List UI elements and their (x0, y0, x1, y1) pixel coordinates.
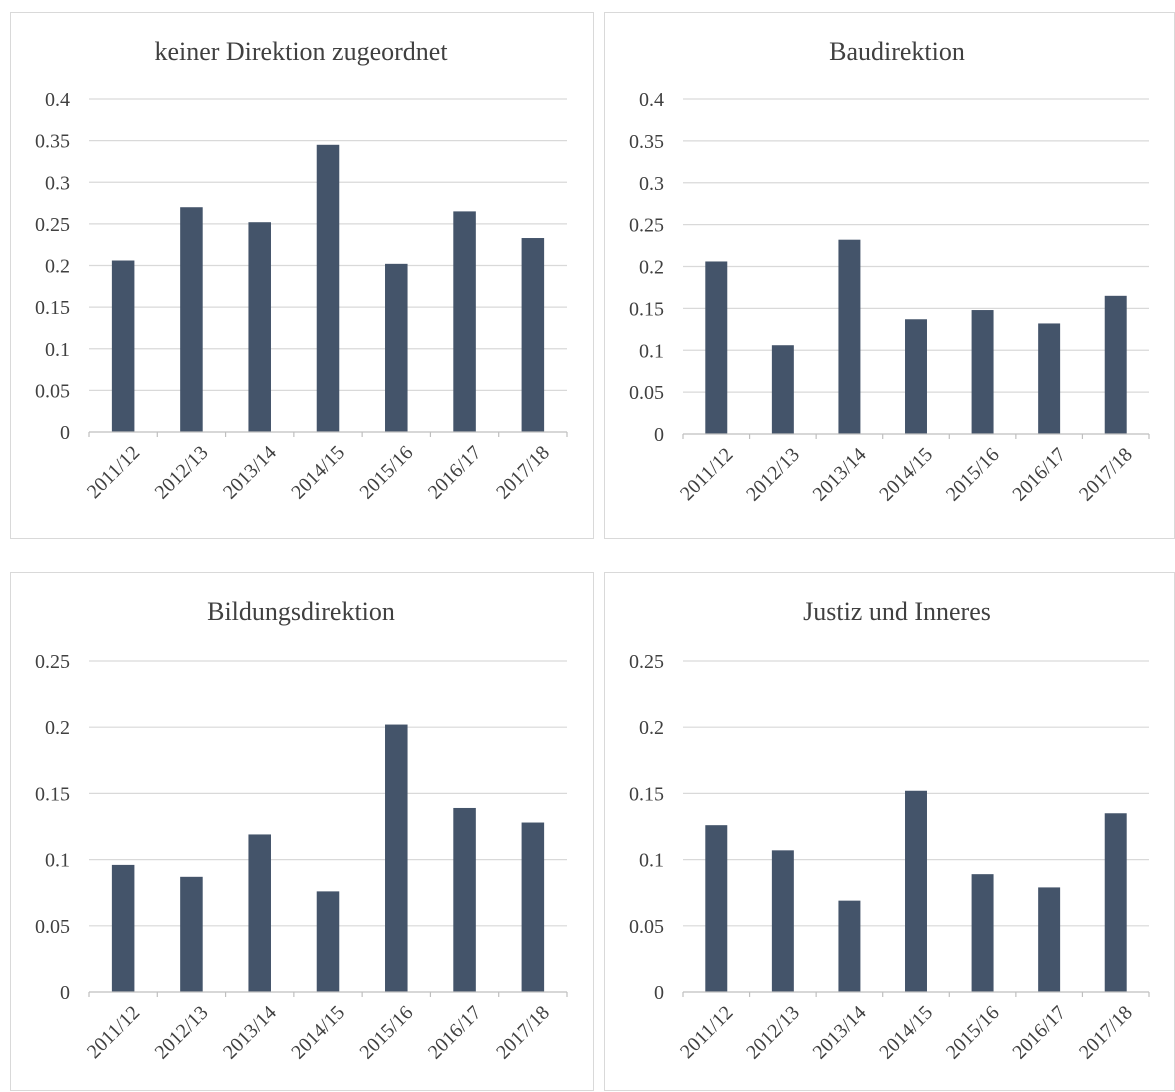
chart-panel-justiz-und-inneres: Justiz und Inneres 0 0.05 0.1 0.15 0.2 0.25 20… (604, 572, 1175, 1091)
bar-chart-justiz-und-inneres: Justiz und Inneres 0 0.05 0.1 0.15 0.2 0.25 20… (629, 597, 1150, 1064)
bar (180, 207, 203, 432)
bar (521, 238, 545, 432)
bar (905, 790, 927, 992)
chart-title: Baudirektion (829, 37, 965, 66)
bar (316, 144, 340, 432)
bar-chart-bildungsdirektion: Bildungsdirektion 0 0.05 0.1 0.15 0.2 0.25 201… (35, 597, 568, 1064)
chart-panel-baudirektion: Baudirektion 0 0.05 0.1 0.15 0.2 0.25 0.3 0.35 0… (604, 12, 1175, 539)
x-tick-label: 2012/13 (742, 444, 804, 506)
x-tick-label: 2012/13 (742, 1002, 804, 1064)
y-tick-label: 0.05 (35, 380, 70, 402)
bar (971, 310, 994, 434)
y-tick-label: 0.1 (45, 850, 70, 872)
y-tick-label: 0.1 (639, 340, 664, 362)
y-tick-label: 0.15 (35, 297, 70, 319)
bar (1104, 295, 1127, 434)
x-tick-label: 2014/15 (875, 1002, 937, 1064)
chart-title: Justiz und Inneres (803, 597, 991, 626)
bar (248, 834, 271, 992)
x-tick-label: 2015/16 (356, 1002, 418, 1064)
y-tick-label: 0 (60, 982, 70, 1004)
y-tick-label: 0.2 (639, 717, 664, 739)
bar (385, 263, 408, 432)
bar (316, 891, 340, 992)
y-tick-label: 0.15 (35, 783, 70, 805)
x-tick-label: 2013/14 (809, 444, 871, 506)
bar (905, 319, 927, 434)
x-tick-label: 2015/16 (942, 444, 1004, 506)
bar (771, 850, 794, 992)
bar (453, 807, 476, 992)
x-tick-label: 2016/17 (424, 442, 486, 504)
bar (838, 239, 861, 434)
x-tick-label: 2016/17 (1008, 444, 1070, 506)
y-tick-label: 0.1 (639, 850, 664, 872)
chart-title: keiner Direktion zugeordnet (154, 37, 448, 66)
y-tick-label: 0.15 (629, 783, 664, 805)
x-tick-label: 2016/17 (1008, 1002, 1070, 1064)
x-tick-label: 2011/12 (83, 442, 144, 503)
x-tick-label: 2013/14 (809, 1002, 871, 1064)
y-tick-label: 0.3 (45, 172, 70, 194)
y-tick-label: 0 (60, 422, 70, 444)
chart-panel-keiner-direktion: keiner Direktion zugeordnet 0 0.05 0.1 0.15… (10, 12, 594, 539)
x-tick-label: 2011/12 (676, 1002, 737, 1063)
y-tick-label: 0 (654, 424, 664, 446)
x-tick-label: 2017/18 (492, 1002, 554, 1064)
y-tick-label: 0.05 (629, 382, 664, 404)
y-tick-label: 0.05 (35, 916, 70, 938)
x-tick-label: 2016/17 (424, 1002, 486, 1064)
y-tick-label: 0.2 (45, 717, 70, 739)
y-tick-label: 0.15 (629, 298, 664, 320)
x-tick-label: 2017/18 (492, 442, 554, 504)
bar (180, 876, 203, 992)
y-tick-label: 0.35 (35, 131, 70, 153)
y-tick-label: 0.2 (639, 257, 664, 279)
y-tick-label: 0.1 (45, 339, 70, 361)
x-tick-label: 2013/14 (219, 1002, 281, 1064)
y-tick-label: 0.4 (639, 89, 664, 111)
x-tick-label: 2011/12 (83, 1002, 144, 1063)
bar (453, 211, 476, 432)
bar (705, 261, 728, 434)
bar (705, 825, 728, 992)
y-tick-label: 0.25 (629, 651, 664, 673)
y-tick-label: 0.05 (629, 916, 664, 938)
x-tick-label: 2014/15 (287, 1002, 349, 1064)
bar (1038, 887, 1061, 992)
bar-chart-baudirektion: Baudirektion 0 0.05 0.1 0.15 0.2 0.25 0.3 0.35 0… (629, 37, 1150, 506)
bar (521, 822, 545, 992)
y-tick-label: 0.25 (35, 214, 70, 236)
x-tick-label: 2015/16 (942, 1002, 1004, 1064)
bar (771, 345, 794, 434)
x-tick-label: 2014/15 (287, 442, 349, 504)
y-tick-label: 0 (654, 982, 664, 1004)
chart-title: Bildungsdirektion (207, 597, 395, 626)
x-tick-label: 2013/14 (219, 442, 281, 504)
chart-panel-bildungsdirektion: Bildungsdirektion 0 0.05 0.1 0.15 0.2 0.25 201… (10, 572, 594, 1091)
y-tick-label: 0.4 (45, 89, 70, 111)
x-tick-label: 2015/16 (356, 442, 418, 504)
x-tick-label: 2012/13 (151, 1002, 213, 1064)
x-tick-label: 2011/12 (676, 444, 737, 505)
bar (111, 260, 135, 432)
x-tick-label: 2012/13 (151, 442, 213, 504)
y-tick-label: 0.25 (35, 651, 70, 673)
bar-chart-keiner-direktion: keiner Direktion zugeordnet 0 0.05 0.1 0.15… (35, 37, 568, 504)
x-tick-label: 2017/18 (1075, 444, 1137, 506)
y-tick-label: 0.2 (45, 256, 70, 278)
x-tick-label: 2014/15 (875, 444, 937, 506)
bar (971, 874, 994, 992)
bar (1038, 323, 1061, 434)
bar (1104, 813, 1127, 992)
x-tick-label: 2017/18 (1075, 1002, 1137, 1064)
bar (838, 900, 861, 992)
bar (248, 222, 271, 432)
bar (385, 724, 408, 992)
y-tick-label: 0.3 (639, 173, 664, 195)
y-tick-label: 0.25 (629, 215, 664, 237)
bar (111, 864, 135, 992)
y-tick-label: 0.35 (629, 131, 664, 153)
